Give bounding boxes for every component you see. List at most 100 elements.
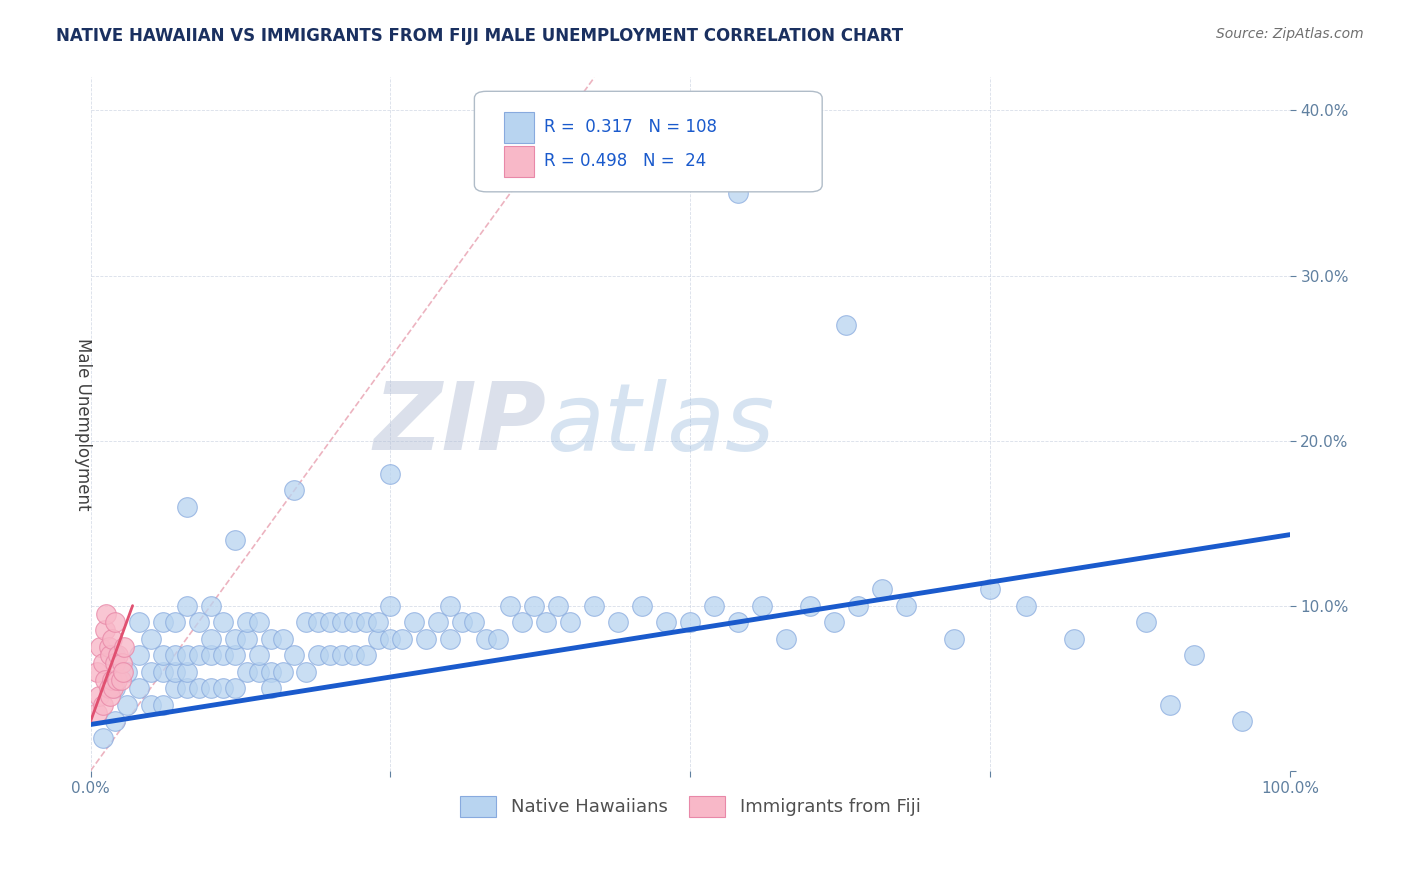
Point: [97, 640, 120, 654]
Point: [163, 681, 186, 695]
Point: [98, 690, 121, 704]
Point: [283, 483, 305, 497]
Point: [235, 615, 257, 629]
Point: [211, 681, 233, 695]
Point: [128, 615, 150, 629]
Point: [727, 615, 749, 629]
Point: [271, 632, 294, 646]
Point: [259, 632, 281, 646]
Point: [107, 648, 129, 662]
Point: [110, 673, 132, 687]
Point: [979, 582, 1001, 596]
Point: [163, 615, 186, 629]
Point: [259, 681, 281, 695]
Point: [247, 615, 270, 629]
Point: [475, 632, 498, 646]
Point: [439, 599, 461, 613]
Point: [128, 648, 150, 662]
Point: [512, 615, 534, 629]
Point: [176, 681, 198, 695]
Point: [547, 599, 569, 613]
Point: [86, 706, 108, 720]
Point: [283, 648, 305, 662]
Point: [319, 615, 342, 629]
Point: [91, 731, 114, 745]
Point: [823, 615, 845, 629]
Point: [451, 615, 474, 629]
Point: [200, 632, 222, 646]
Point: [679, 615, 702, 629]
Point: [176, 599, 198, 613]
Point: [152, 665, 174, 679]
Point: [631, 599, 654, 613]
Point: [439, 632, 461, 646]
FancyBboxPatch shape: [505, 112, 534, 144]
Point: [404, 615, 426, 629]
Point: [486, 632, 509, 646]
Point: [1135, 615, 1157, 629]
Point: [751, 599, 773, 613]
Point: [224, 681, 246, 695]
Point: [308, 615, 330, 629]
Point: [139, 698, 162, 712]
Point: [86, 665, 108, 679]
Point: [894, 599, 917, 613]
Point: [655, 615, 678, 629]
Point: [152, 615, 174, 629]
Point: [775, 632, 797, 646]
Point: [176, 500, 198, 514]
Point: [112, 640, 135, 654]
Text: NATIVE HAWAIIAN VS IMMIGRANTS FROM FIJI MALE UNEMPLOYMENT CORRELATION CHART: NATIVE HAWAIIAN VS IMMIGRANTS FROM FIJI …: [56, 27, 904, 45]
Point: [870, 582, 893, 596]
Point: [89, 640, 111, 654]
Text: ZIP: ZIP: [374, 378, 547, 470]
Point: [1230, 714, 1253, 728]
Point: [343, 648, 366, 662]
Point: [187, 615, 209, 629]
Point: [163, 665, 186, 679]
Point: [139, 632, 162, 646]
Point: [332, 615, 354, 629]
Point: [583, 599, 606, 613]
Point: [98, 648, 121, 662]
Point: [356, 615, 378, 629]
Point: [104, 714, 127, 728]
Point: [380, 632, 402, 646]
Point: [96, 607, 118, 621]
Point: [536, 615, 558, 629]
Point: [152, 698, 174, 712]
Text: atlas: atlas: [547, 378, 775, 469]
Point: [607, 615, 630, 629]
Point: [1159, 698, 1181, 712]
Point: [727, 186, 749, 200]
Point: [111, 665, 134, 679]
Point: [211, 648, 233, 662]
Point: [343, 615, 366, 629]
Point: [111, 657, 134, 671]
Point: [319, 648, 342, 662]
Point: [200, 599, 222, 613]
Point: [1015, 599, 1038, 613]
Point: [799, 599, 821, 613]
Point: [91, 657, 114, 671]
Point: [391, 632, 413, 646]
Point: [104, 657, 127, 671]
Point: [115, 665, 138, 679]
Point: [187, 681, 209, 695]
Point: [1063, 632, 1085, 646]
Point: [87, 690, 110, 704]
Point: [91, 698, 114, 712]
Point: [104, 648, 127, 662]
Point: [247, 648, 270, 662]
Point: [295, 665, 318, 679]
Point: [139, 665, 162, 679]
Point: [1182, 648, 1205, 662]
Point: [295, 615, 318, 629]
Point: [259, 665, 281, 679]
Point: [560, 615, 582, 629]
Point: [211, 615, 233, 629]
Point: [415, 632, 437, 646]
Point: [247, 665, 270, 679]
Point: [128, 681, 150, 695]
Point: [271, 665, 294, 679]
